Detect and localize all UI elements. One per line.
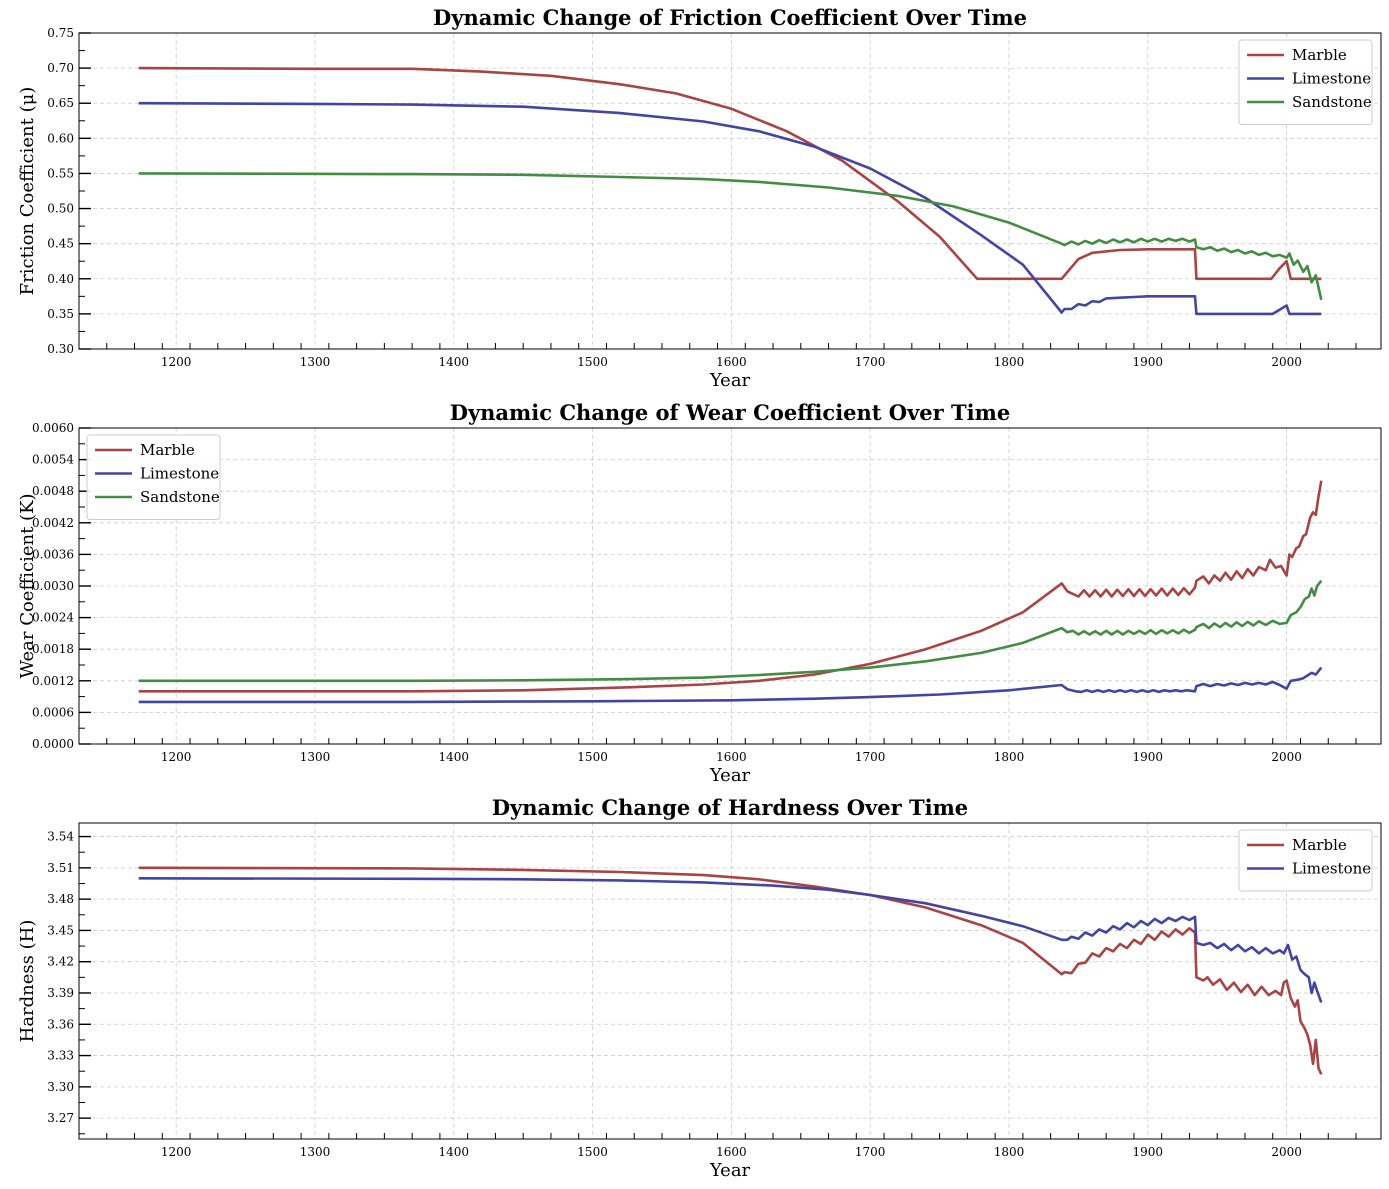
series-line-sandstone [138,579,1323,683]
x-tick-label: 1400 [439,1145,470,1159]
series-line-marble [138,866,1323,1075]
y-tick-label: 3.33 [47,1049,74,1063]
series-line-marble [138,66,1322,281]
x-tick-label: 1800 [994,750,1025,764]
chart-title: Dynamic Change of Hardness Over Time [492,795,968,820]
subplot-2: 1200 1300 1400 1500 1600 1700 1800 1900 2000 0.00… [17,400,1382,786]
x-tick-label: 1400 [439,355,470,369]
y-tick-label: 0.0012 [32,674,74,688]
legend-box [86,434,221,520]
series-line-limestone [138,666,1323,704]
y-tick-label: 0.0030 [32,579,74,593]
x-tick-label: 1600 [716,355,747,369]
legend-label-limestone: Limestone [1292,860,1371,878]
legend-label-sandstone: Sandstone [1292,93,1372,111]
legend-label-sandstone: Sandstone [140,488,220,506]
x-tick-label: 1800 [994,1145,1025,1159]
y-tick-label: 0.0060 [32,421,74,435]
x-tick-label: 1700 [855,1145,886,1159]
y-tick-label: 0.0048 [32,484,74,498]
y-tick-label: 3.54 [47,830,74,844]
y-tick-label: 3.36 [47,1017,74,1031]
legend-box [1238,39,1373,125]
x-tick-label: 1500 [577,750,608,764]
y-axis-label: Friction Coefficient (μ) [17,87,38,296]
subplot-1: 1200 1300 1400 1500 1600 1700 1800 1900 2000 0.30… [17,5,1382,391]
legend-label-marble: Marble [1292,836,1347,854]
series-line-marble [138,480,1323,693]
y-tick-label: 0.50 [47,202,74,216]
y-tick-label: 3.48 [47,892,74,906]
x-tick-label: 2000 [1271,1145,1302,1159]
y-tick-label: 0.0018 [32,642,74,656]
y-tick-label: 0.55 [47,166,74,180]
legend-label-marble: Marble [140,441,195,459]
legend-label-limestone: Limestone [1292,70,1371,88]
legend: Marble Limestone Sandstone [1238,39,1373,125]
x-tick-label: 1600 [716,750,747,764]
y-tick-label: 0.0006 [32,705,74,719]
series-line-limestone [138,101,1322,316]
y-axis-label: Wear Coefficient (K) [17,493,38,678]
y-tick-label: 0.30 [47,342,74,356]
x-tick-label: 1300 [300,1145,331,1159]
x-tick-label: 1900 [1133,1145,1164,1159]
y-tick-label: 0.60 [47,131,74,145]
x-tick-label: 1200 [161,750,192,764]
y-tick-label: 0.75 [47,26,74,40]
x-tick-label: 1700 [855,355,886,369]
y-tick-label: 0.45 [47,237,74,251]
x-tick-label: 1400 [439,750,470,764]
x-axis-label: Year [709,370,751,391]
x-axis-label: Year [709,765,751,786]
y-tick-label: 0.0024 [32,611,74,625]
axes-frame [78,822,1382,1140]
x-tick-label: 1900 [1133,355,1164,369]
y-tick-label: 0.0000 [32,737,74,751]
x-tick-label: 1500 [577,355,608,369]
legend-label-marble: Marble [1292,46,1347,64]
y-tick-label: 0.70 [47,61,74,75]
chart-title: Dynamic Change of Friction Coefficient O… [433,5,1027,30]
x-tick-label: 1500 [577,1145,608,1159]
x-tick-label: 1200 [161,1145,192,1159]
legend-label-limestone: Limestone [140,465,219,483]
series-line-sandstone [138,172,1323,301]
y-tick-label: 3.27 [47,1111,74,1125]
y-tick-label: 3.51 [47,861,74,875]
y-tick-label: 0.0054 [32,453,74,467]
y-tick-label: 0.65 [47,96,74,110]
x-tick-label: 1700 [855,750,886,764]
x-tick-label: 1300 [300,355,331,369]
y-tick-label: 3.39 [47,986,74,1000]
x-tick-label: 2000 [1271,355,1302,369]
legend: Marble Limestone Sandstone [86,434,221,520]
x-tick-label: 1800 [994,355,1025,369]
y-tick-label: 0.35 [47,307,74,321]
x-tick-label: 2000 [1271,750,1302,764]
axes-frame [78,32,1382,350]
y-tick-label: 0.40 [47,272,74,286]
x-axis-label: Year [709,1160,751,1181]
subplot-3: 1200 1300 1400 1500 1600 1700 1800 1900 2000 3.27… [17,795,1382,1181]
y-tick-label: 3.45 [47,923,74,937]
x-tick-label: 1200 [161,355,192,369]
legend: Marble Limestone [1238,829,1373,892]
y-tick-label: 0.0042 [32,516,74,530]
x-tick-label: 1300 [300,750,331,764]
x-tick-label: 1600 [716,1145,747,1159]
x-tick-label: 1900 [1133,750,1164,764]
y-axis-label: Hardness (H) [17,920,38,1043]
y-tick-label: 0.0036 [32,547,74,561]
y-tick-label: 3.30 [47,1080,74,1094]
y-tick-label: 3.42 [47,955,74,969]
series-line-limestone [138,877,1323,1003]
chart-title: Dynamic Change of Wear Coefficient Over … [450,400,1010,425]
